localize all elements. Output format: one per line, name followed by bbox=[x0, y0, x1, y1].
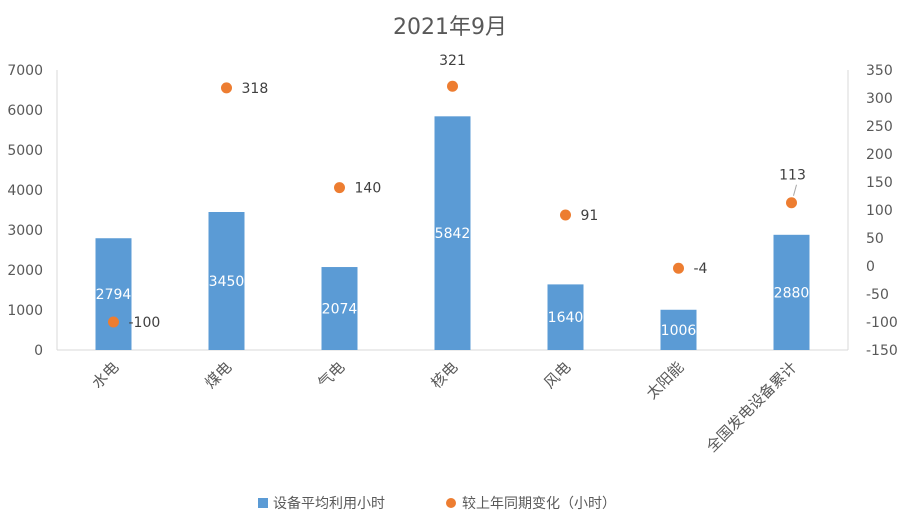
category-label: 煤电 bbox=[201, 358, 235, 392]
bar bbox=[208, 212, 245, 350]
left-tick-label: 2000 bbox=[7, 263, 43, 279]
category-label: 核电 bbox=[427, 358, 461, 392]
right-tick-label: 300 bbox=[866, 91, 893, 107]
scatter-point bbox=[447, 80, 458, 92]
left-tick-label: 5000 bbox=[7, 143, 43, 159]
bar bbox=[773, 234, 810, 350]
left-axis-ticks: 0 1000 2000 3000 4000 5000 6000 7000 bbox=[7, 63, 43, 359]
bar bbox=[434, 116, 471, 350]
right-tick-label: 350 bbox=[866, 63, 893, 79]
bar-data-label: 3450 bbox=[209, 274, 245, 290]
bar-data-label: 5842 bbox=[435, 226, 471, 242]
scatter-point bbox=[560, 209, 571, 221]
legend-swatch-scatter bbox=[446, 498, 456, 508]
legend-label-bars: 设备平均利用小时 bbox=[273, 495, 385, 512]
scatter-data-label: 91 bbox=[581, 208, 599, 224]
left-tick-label: 7000 bbox=[7, 63, 43, 79]
right-tick-label: 150 bbox=[866, 175, 893, 191]
right-tick-label: -150 bbox=[866, 343, 898, 359]
bar bbox=[321, 267, 358, 350]
left-tick-label: 3000 bbox=[7, 223, 43, 239]
scatter-point bbox=[786, 197, 797, 209]
left-tick-label: 6000 bbox=[7, 103, 43, 119]
scatter-data-label: 321 bbox=[439, 53, 466, 69]
legend: 设备平均利用小时 较上年同期变化（小时） bbox=[258, 495, 616, 512]
category-label: 水电 bbox=[88, 358, 122, 392]
scatter-data-label: 318 bbox=[242, 81, 269, 97]
right-tick-label: 250 bbox=[866, 119, 893, 135]
left-tick-label: 1000 bbox=[7, 303, 43, 319]
leader-line bbox=[793, 184, 797, 196]
right-tick-label: 200 bbox=[866, 147, 893, 163]
right-tick-label: 0 bbox=[866, 259, 875, 275]
bar bbox=[660, 309, 697, 350]
bar bbox=[95, 238, 132, 350]
scatter-data-label: -4 bbox=[694, 261, 708, 277]
category-label: 气电 bbox=[314, 358, 348, 392]
scatter-data-label: -100 bbox=[129, 315, 161, 331]
scatter-point bbox=[334, 182, 345, 194]
bar-data-label: 2880 bbox=[774, 285, 810, 301]
scatter-point bbox=[221, 82, 232, 94]
right-tick-label: 50 bbox=[866, 231, 884, 247]
left-tick-label: 0 bbox=[34, 343, 43, 359]
scatter-point bbox=[108, 316, 119, 328]
right-tick-label: -100 bbox=[866, 315, 898, 331]
right-tick-label: -50 bbox=[866, 287, 889, 303]
scatter-series: -100 318 140 321 91 -4 113 bbox=[108, 53, 806, 331]
bar-series: 2794 3450 2074 5842 1640 1006 2880 bbox=[95, 116, 810, 350]
bar-data-label: 2794 bbox=[96, 287, 132, 303]
scatter-data-label: 140 bbox=[355, 181, 382, 197]
bar-data-label: 1640 bbox=[548, 310, 584, 326]
right-axis-ticks: -150 -100 -50 0 50 100 150 200 250 300 350 bbox=[866, 63, 898, 359]
bar bbox=[547, 284, 584, 350]
scatter-point bbox=[673, 262, 684, 274]
legend-swatch-bars bbox=[258, 498, 268, 508]
bar-data-label: 2074 bbox=[322, 302, 358, 318]
category-label: 太阳能 bbox=[643, 358, 688, 403]
category-label: 全国发电设备累计 bbox=[703, 358, 801, 456]
legend-label-scatter: 较上年同期变化（小时） bbox=[462, 496, 616, 512]
chart-title: 2021年9月 bbox=[393, 15, 507, 40]
bar-data-label: 1006 bbox=[661, 323, 697, 339]
category-label: 风电 bbox=[540, 358, 574, 392]
right-tick-label: 100 bbox=[866, 203, 893, 219]
category-labels: 水电 煤电 气电 核电 风电 太阳能 全国发电设备累计 bbox=[88, 358, 800, 456]
scatter-data-label: 113 bbox=[779, 168, 806, 184]
left-tick-label: 4000 bbox=[7, 183, 43, 199]
